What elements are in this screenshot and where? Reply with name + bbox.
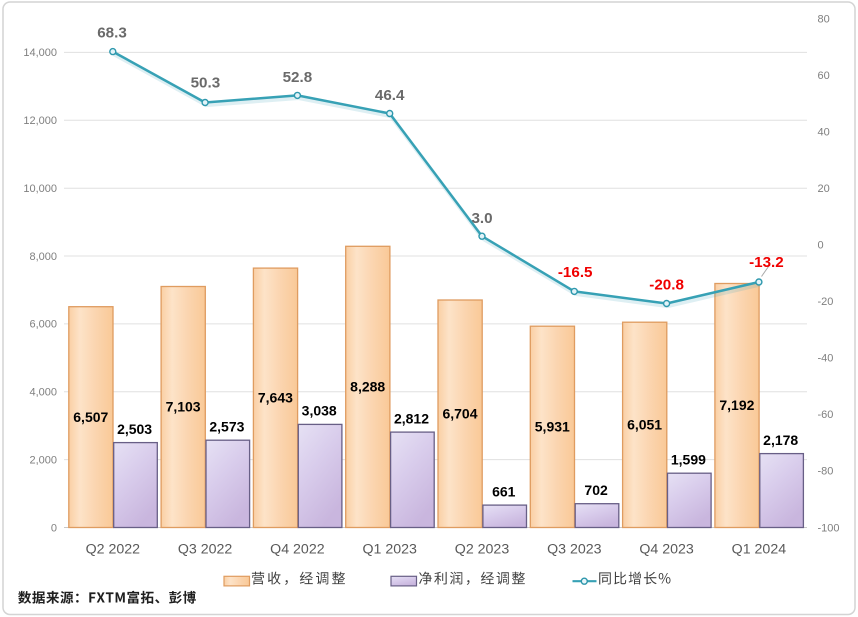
svg-text:0: 0 [51, 522, 57, 534]
svg-text:7,192: 7,192 [719, 397, 754, 413]
svg-text:Q1 2024: Q1 2024 [732, 542, 787, 558]
svg-text:Q4 2022: Q4 2022 [270, 542, 325, 558]
svg-text:6,704: 6,704 [442, 406, 477, 422]
svg-text:7,103: 7,103 [166, 399, 201, 415]
svg-text:-60: -60 [818, 409, 834, 421]
svg-text:-13.2: -13.2 [749, 254, 784, 271]
svg-text:661: 661 [492, 483, 516, 499]
svg-text:12,000: 12,000 [23, 115, 57, 127]
svg-text:Q4 2023: Q4 2023 [639, 542, 694, 558]
svg-text:40: 40 [818, 126, 830, 138]
svg-text:6,051: 6,051 [627, 417, 662, 433]
svg-text:46.4: 46.4 [375, 87, 405, 104]
svg-text:-16.5: -16.5 [558, 264, 593, 281]
svg-text:Q1 2023: Q1 2023 [362, 542, 417, 558]
svg-text:10,000: 10,000 [23, 183, 57, 195]
svg-text:52.8: 52.8 [283, 69, 313, 86]
svg-text:0: 0 [818, 240, 824, 252]
svg-text:2,000: 2,000 [29, 454, 57, 466]
svg-text:20: 20 [818, 183, 830, 195]
svg-text:8,000: 8,000 [29, 251, 57, 263]
svg-text:-80: -80 [818, 466, 834, 478]
svg-text:14,000: 14,000 [23, 47, 57, 59]
svg-text:Q3 2022: Q3 2022 [178, 542, 233, 558]
svg-text:3.0: 3.0 [471, 210, 492, 227]
svg-text:-40: -40 [818, 353, 834, 365]
svg-text:2,178: 2,178 [763, 432, 798, 448]
svg-text:2,573: 2,573 [209, 418, 244, 434]
svg-text:Q2 2022: Q2 2022 [86, 542, 141, 558]
svg-text:5,931: 5,931 [535, 419, 570, 435]
svg-text:4,000: 4,000 [29, 387, 57, 399]
svg-text:60: 60 [818, 70, 830, 82]
svg-text:80: 80 [818, 13, 830, 25]
svg-text:68.3: 68.3 [97, 24, 127, 41]
svg-text:3,038: 3,038 [302, 403, 337, 419]
svg-text:2,812: 2,812 [394, 410, 429, 426]
svg-text:8,288: 8,288 [350, 379, 385, 395]
svg-text:2,503: 2,503 [117, 421, 152, 437]
svg-text:7,643: 7,643 [258, 390, 293, 406]
svg-text:-20.8: -20.8 [649, 277, 684, 294]
svg-text:1,599: 1,599 [671, 451, 706, 467]
svg-text:-20: -20 [818, 296, 834, 308]
svg-text:6,000: 6,000 [29, 319, 57, 331]
svg-text:50.3: 50.3 [191, 75, 221, 92]
svg-text:6,507: 6,507 [73, 409, 108, 425]
svg-text:-100: -100 [818, 522, 840, 534]
svg-text:Q3 2023: Q3 2023 [547, 542, 602, 558]
svg-text:Q2 2023: Q2 2023 [455, 542, 510, 558]
svg-text:702: 702 [584, 482, 608, 498]
